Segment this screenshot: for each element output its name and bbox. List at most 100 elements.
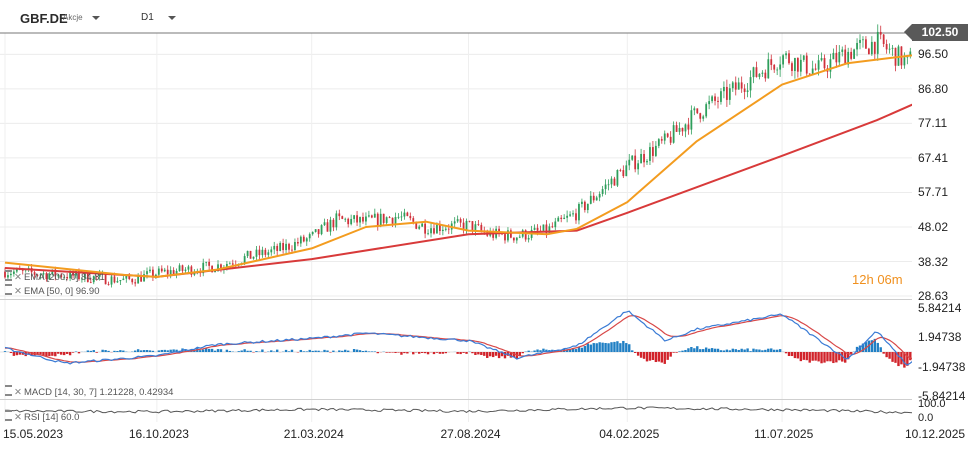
- macd-tick-label: -1.94738: [918, 359, 966, 374]
- rsi-legend-label: RSI [14] 60.0: [23, 412, 80, 423]
- price-candle: [157, 266, 160, 277]
- macd-histogram-bar: [761, 350, 764, 352]
- macd-histogram-bar: [18, 352, 21, 355]
- symbol-dropdown-icon[interactable]: [92, 16, 100, 20]
- price-candle: [60, 272, 63, 280]
- macd-histogram-bar: [136, 349, 140, 352]
- macd-histogram-bar: [879, 347, 882, 352]
- macd-histogram-bar: [246, 350, 249, 352]
- price-candle: [764, 69, 767, 82]
- price-candle: [296, 237, 299, 247]
- macd-legend[interactable]: ✕ MACD [14, 30, 7] 1.21228, 0.42934: [5, 385, 173, 398]
- macd-histogram-bar: [9, 352, 13, 354]
- price-tick-label: 48.02: [918, 219, 949, 234]
- macd-histogram-bar: [858, 345, 862, 352]
- price-candle: [512, 237, 515, 243]
- macd-histogram-bar: [778, 349, 782, 352]
- macd-histogram-bar: [660, 352, 663, 363]
- price-candle: [95, 275, 98, 281]
- macd-histogram-bar: [459, 352, 462, 355]
- price-candle: [403, 208, 406, 220]
- price-candle: [909, 47, 912, 59]
- countdown-minutes: 06m: [877, 272, 903, 287]
- price-chart[interactable]: [0, 0, 912, 300]
- macd-histogram-bar: [906, 352, 909, 366]
- macd-histogram-bar: [583, 346, 587, 352]
- macd-histogram-bar: [62, 352, 66, 356]
- price-candle: [376, 212, 379, 231]
- settings-icon[interactable]: [5, 410, 12, 421]
- macd-histogram-bar: [696, 346, 699, 352]
- close-icon[interactable]: ✕: [14, 272, 22, 283]
- price-candle: [397, 213, 400, 220]
- ema50-legend[interactable]: ✕ EMA [50, 0] 96.90: [5, 284, 100, 297]
- price-candle: [169, 266, 172, 279]
- price-candle: [258, 245, 261, 260]
- settings-icon[interactable]: [5, 385, 12, 396]
- macd-histogram-bar: [225, 349, 229, 352]
- macd-histogram-bar: [204, 348, 208, 352]
- price-candle: [48, 272, 51, 280]
- price-candle: [557, 216, 560, 222]
- price-candle: [684, 123, 687, 138]
- macd-chart[interactable]: [0, 300, 912, 400]
- price-candle: [785, 51, 787, 59]
- macd-histogram-bar: [3, 351, 7, 352]
- macd-histogram-bar: [846, 352, 850, 360]
- macd-histogram-bar: [790, 352, 794, 357]
- price-candle: [128, 273, 131, 281]
- macd-histogram-bar: [527, 350, 530, 352]
- price-candle: [737, 77, 740, 90]
- rsi-chart[interactable]: [0, 400, 912, 422]
- timeframe-dropdown-icon[interactable]: [168, 16, 176, 20]
- close-icon[interactable]: ✕: [14, 286, 22, 297]
- macd-histogram-bar: [166, 350, 169, 352]
- ema200-legend[interactable]: ✕ EMA [200, 0] 84.81: [5, 270, 105, 283]
- macd-histogram-bar: [240, 350, 243, 352]
- price-candle: [504, 232, 506, 244]
- price-candle: [134, 278, 137, 287]
- macd-histogram-bar: [903, 352, 906, 368]
- price-candle: [323, 218, 326, 227]
- macd-histogram-bar: [891, 352, 894, 362]
- macd-histogram-bar: [666, 352, 669, 360]
- close-icon[interactable]: ✕: [14, 387, 22, 398]
- price-candle: [669, 131, 672, 146]
- macd-histogram-bar: [51, 352, 54, 356]
- price-candle: [862, 36, 864, 48]
- price-candle: [252, 256, 255, 260]
- price-candle: [654, 141, 657, 158]
- settings-icon[interactable]: [5, 284, 12, 295]
- macd-histogram-bar: [838, 352, 841, 361]
- macd-histogram-bar: [305, 351, 308, 352]
- macd-histogram-bar: [764, 349, 767, 352]
- macd-histogram-bar: [631, 350, 634, 352]
- macd-histogram-bar: [832, 352, 835, 364]
- macd-histogram-bar: [148, 350, 152, 352]
- price-tick-label: 96.50: [918, 47, 949, 62]
- macd-histogram-bar: [580, 347, 584, 352]
- price-candle: [57, 273, 60, 279]
- rsi-legend[interactable]: ✕ RSI [14] 60.0: [5, 410, 79, 423]
- macd-histogram-bar: [577, 346, 581, 352]
- price-candle: [867, 47, 870, 55]
- macd-histogram-bar: [749, 351, 752, 352]
- macd-histogram-bar: [722, 350, 726, 352]
- macd-histogram-bar: [616, 341, 619, 352]
- macd-histogram-bar: [488, 352, 492, 357]
- price-candle: [631, 155, 634, 161]
- price-candle: [749, 70, 752, 98]
- symbol-label[interactable]: GBF.DE: [20, 11, 68, 26]
- price-candle: [699, 112, 702, 123]
- price-candle: [853, 48, 855, 60]
- settings-icon[interactable]: [5, 270, 12, 281]
- timeframe-label[interactable]: D1: [141, 12, 154, 23]
- close-icon[interactable]: ✕: [14, 412, 22, 423]
- price-candle: [326, 218, 329, 232]
- macd-histogram-bar: [89, 350, 92, 352]
- macd-histogram-bar: [704, 347, 708, 352]
- macd-histogram-bar: [799, 352, 803, 362]
- macd-line: [4, 310, 912, 366]
- price-candle: [690, 105, 693, 135]
- time-tick-label: 27.08.2024: [440, 427, 501, 441]
